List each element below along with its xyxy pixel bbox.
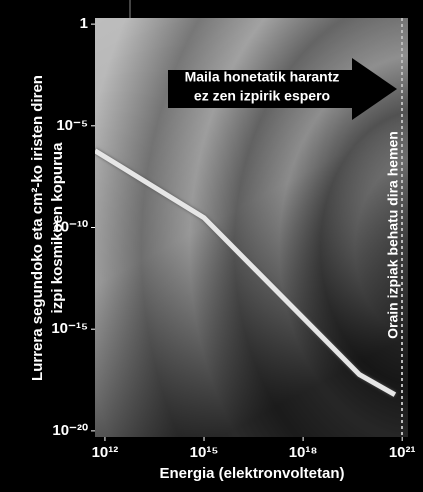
annotation-text: ez zen izpirik espero [194,88,330,104]
y-tick-label: 1 [80,15,88,32]
y-tick-label: 10⁻⁵ [56,117,88,134]
annotation-text: Orain izpiak behatu dira hemen [385,131,401,339]
chart: Maila honetatik harantz ez zen izpirik e… [0,0,423,492]
x-tick-label: 10¹² [92,444,119,461]
x-tick-label: 10²¹ [389,444,416,461]
y-axis-label: Lurrera segundoko eta cm²-ko iristen dir… [29,75,46,381]
y-tick-label: 10⁻¹⁵ [51,320,88,337]
y-tick-label: 10⁻²⁰ [52,422,88,439]
x-tick-label: 10¹⁵ [190,444,219,461]
x-tick-label: 10¹⁸ [289,444,318,461]
annotation-text: Maila honetatik harantz [185,69,340,85]
x-axis-label: Energia (elektronvoltetan) [159,465,344,482]
y-tick-label: 10⁻¹⁰ [52,218,88,235]
